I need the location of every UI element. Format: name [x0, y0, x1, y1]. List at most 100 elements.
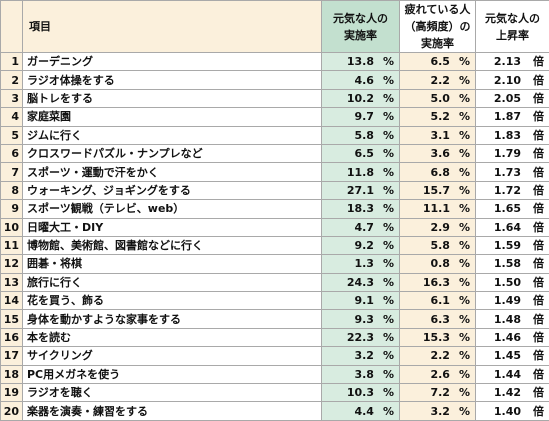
row-energetic-rate-unit: %: [382, 110, 394, 124]
row-tired-rate-unit: %: [458, 349, 470, 363]
row-item: 博物館、美術館、図書館などに行く: [22, 235, 322, 256]
table-body: 1 ガーデニング 13.8% 6.5% 2.13 倍 2 ラジオ体操をする 4.6% 2.2% 2.…: [0, 51, 549, 421]
row-item: ジムに行く: [22, 125, 322, 145]
row-tired-rate-unit: %: [458, 367, 470, 381]
row-number: 13: [0, 272, 23, 293]
row-tired-rate-unit: %: [458, 220, 470, 234]
row-tired-rate-value: 2.9: [430, 220, 450, 234]
row-number: 16: [0, 327, 23, 348]
row-tired-rate-unit: %: [458, 55, 470, 69]
row-number: 14: [0, 291, 23, 311]
row-number: 11: [0, 235, 23, 256]
row-tired-rate-value: 16.3: [422, 275, 450, 289]
row-item: ガーデニング: [22, 51, 322, 72]
row-lift: 1.44 倍: [475, 364, 549, 385]
row-tired-rate-unit: %: [458, 147, 470, 161]
row-tired-rate: 0.8%: [399, 254, 476, 274]
row-lift: 1.79 倍: [475, 143, 549, 164]
row-lift: 1.83 倍: [475, 125, 549, 145]
row-lift-unit: 倍: [533, 128, 544, 142]
row-lift-unit: 倍: [533, 386, 544, 400]
row-lift-unit: 倍: [533, 275, 544, 289]
row-energetic-rate-unit: %: [382, 91, 394, 105]
row-item: スポーツ観戦（テレビ、web）: [22, 199, 322, 219]
row-item: ラジオを聴く: [22, 383, 322, 403]
row-lift: 1.42 倍: [475, 383, 549, 403]
row-energetic-rate-value: 10.3: [346, 386, 374, 400]
table-row: 7 スポーツ・運動で汗をかく 11.8% 6.8% 1.73 倍: [0, 162, 549, 182]
row-tired-rate-value: 5.2: [430, 110, 450, 124]
table-row: 4 家庭菜園 9.7% 5.2% 1.87 倍: [0, 107, 549, 127]
row-lift-unit: 倍: [533, 220, 544, 234]
row-item: スポーツ・運動で汗をかく: [22, 162, 322, 182]
row-energetic-rate-value: 1.3: [354, 257, 374, 271]
row-lift-unit: 倍: [533, 147, 544, 161]
row-number: 12: [0, 254, 23, 274]
row-item: ウォーキング、ジョギングをする: [22, 180, 322, 201]
row-energetic-rate-value: 24.3: [346, 275, 374, 289]
row-energetic-rate-value: 22.3: [346, 331, 374, 345]
row-energetic-rate-unit: %: [382, 239, 394, 253]
row-lift-unit: 倍: [533, 312, 544, 326]
row-number: 17: [0, 346, 23, 366]
row-energetic-rate-unit: %: [382, 294, 394, 308]
header-energetic-rate-line2: 実施率: [344, 28, 377, 42]
row-item: 脳トレをする: [22, 88, 322, 109]
row-number: 4: [0, 107, 23, 127]
row-lift: 2.05 倍: [475, 88, 549, 109]
header-row: 項目 元気な人の 実施率 疲れている人 （高頻度）の 実施率 元気な人の 上昇率: [0, 0, 549, 53]
table-row: 19 ラジオを聴く 10.3% 7.2% 1.42 倍: [0, 383, 549, 403]
row-lift-value: 1.50: [493, 275, 521, 289]
row-energetic-rate-value: 5.8: [354, 128, 374, 142]
row-tired-rate: 2.2%: [399, 70, 476, 90]
row-energetic-rate-unit: %: [382, 404, 394, 418]
row-lift: 1.40 倍: [475, 401, 549, 421]
row-tired-rate: 11.1%: [399, 199, 476, 219]
row-lift: 1.50 倍: [475, 272, 549, 293]
row-lift-value: 1.48: [493, 312, 521, 326]
row-lift-value: 1.44: [493, 367, 521, 381]
row-lift: 2.10 倍: [475, 70, 549, 90]
table-row: 5 ジムに行く 5.8% 3.1% 1.83 倍: [0, 125, 549, 145]
row-number: 7: [0, 162, 23, 182]
header-tired-rate-line2: （高頻度）の: [404, 20, 471, 33]
row-energetic-rate-unit: %: [382, 165, 394, 179]
row-energetic-rate-value: 13.8: [346, 55, 374, 69]
header-lift-line1: 元気な人の: [485, 11, 540, 25]
row-energetic-rate: 1.3%: [321, 254, 400, 274]
row-tired-rate-value: 15.7: [422, 183, 450, 197]
table-row: 15 身体を動かすような家事をする 9.3% 6.3% 1.48 倍: [0, 309, 549, 329]
row-energetic-rate-unit: %: [382, 73, 394, 87]
row-tired-rate-value: 0.8: [430, 257, 450, 271]
row-lift: 1.46 倍: [475, 327, 549, 348]
row-lift: 1.72 倍: [475, 180, 549, 201]
row-energetic-rate: 9.1%: [321, 291, 400, 311]
row-energetic-rate-value: 9.3: [354, 312, 374, 326]
row-lift-value: 2.05: [493, 91, 521, 105]
row-tired-rate: 2.9%: [399, 217, 476, 237]
row-number: 6: [0, 143, 23, 164]
row-lift: 1.59 倍: [475, 235, 549, 256]
table-row: 8 ウォーキング、ジョギングをする 27.1% 15.7% 1.72 倍: [0, 180, 549, 201]
row-lift-unit: 倍: [533, 110, 544, 124]
row-energetic-rate-value: 27.1: [346, 183, 374, 197]
row-tired-rate-unit: %: [458, 257, 470, 271]
row-energetic-rate-value: 18.3: [346, 202, 374, 216]
row-lift: 1.73 倍: [475, 162, 549, 182]
row-lift-unit: 倍: [533, 202, 544, 216]
row-item: サイクリング: [22, 346, 322, 366]
row-lift: 1.45 倍: [475, 346, 549, 366]
row-tired-rate-unit: %: [458, 202, 470, 216]
row-tired-rate-unit: %: [458, 312, 470, 326]
row-tired-rate-unit: %: [458, 110, 470, 124]
row-lift-value: 1.64: [493, 220, 521, 234]
row-energetic-rate: 5.8%: [321, 125, 400, 145]
row-tired-rate: 3.1%: [399, 125, 476, 145]
row-energetic-rate: 9.7%: [321, 107, 400, 127]
row-tired-rate: 6.5%: [399, 51, 476, 72]
row-tired-rate-value: 5.0: [430, 91, 450, 105]
row-energetic-rate-unit: %: [382, 202, 394, 216]
row-energetic-rate: 3.8%: [321, 364, 400, 385]
row-tired-rate-unit: %: [458, 275, 470, 289]
row-lift-value: 1.72: [493, 183, 521, 197]
